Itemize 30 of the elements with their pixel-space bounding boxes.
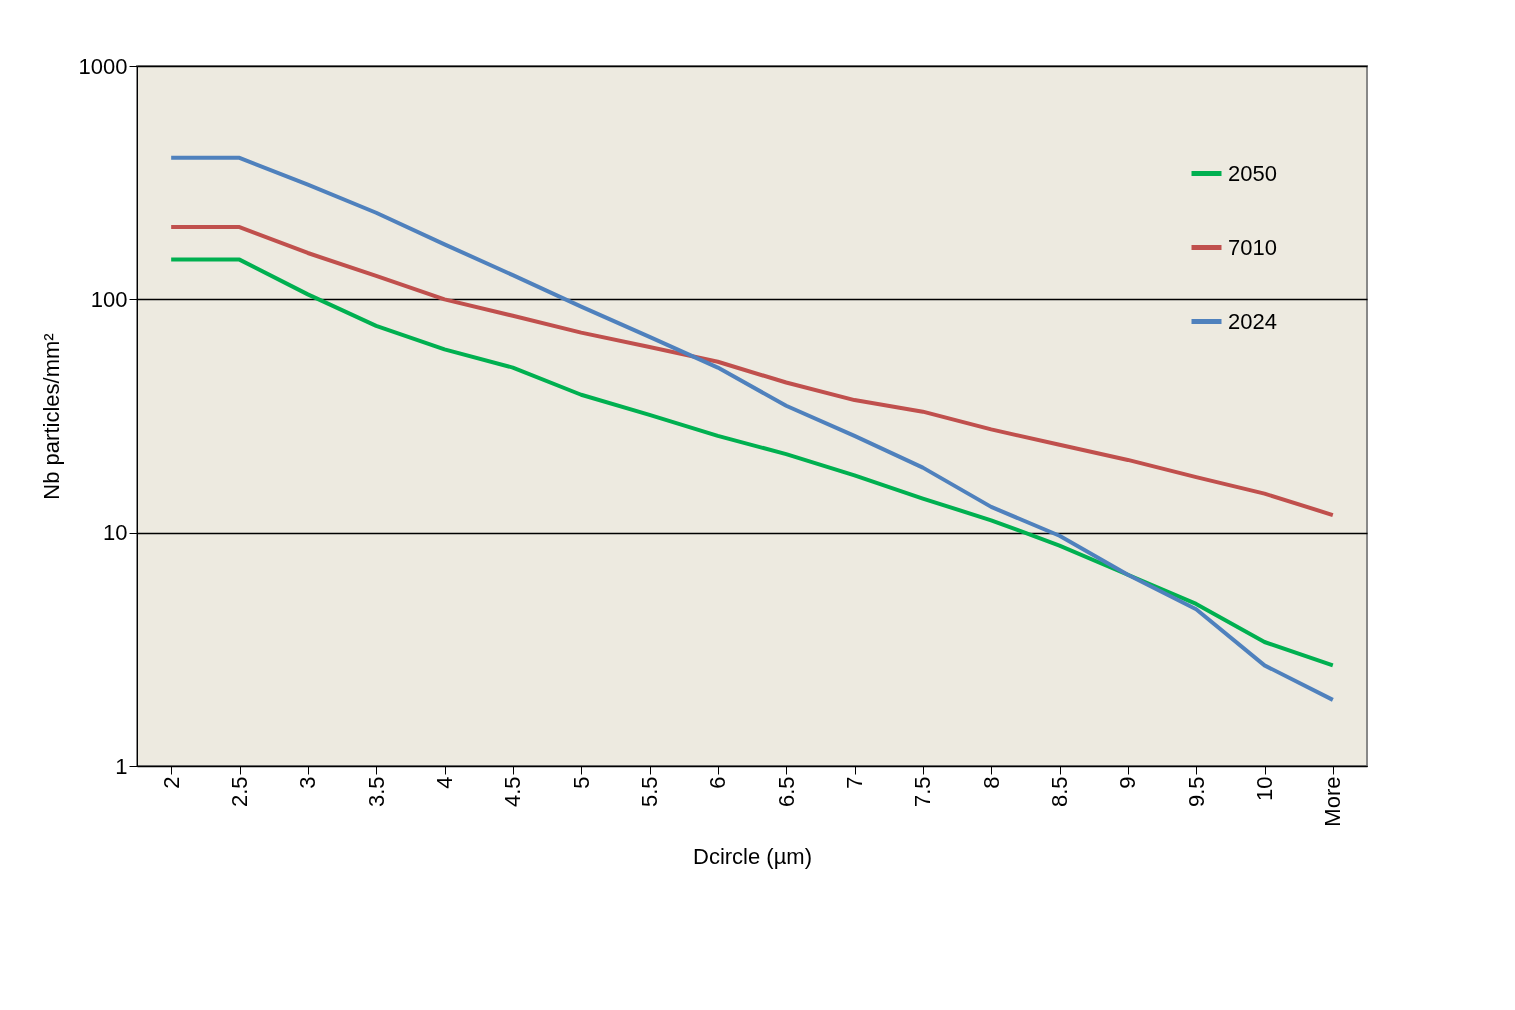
y-tick-label: 10: [103, 520, 128, 546]
x-tick-label: 5: [568, 776, 594, 789]
x-tick-label: 6.5: [773, 776, 799, 808]
legend-label: 2024: [1228, 308, 1277, 334]
x-tick-label: 9: [1115, 776, 1141, 789]
x-tick-label: 4: [432, 776, 457, 789]
x-tick-label: More: [1320, 776, 1346, 827]
x-tick-label: 10: [1252, 776, 1277, 801]
y-tick-label: 1: [115, 753, 128, 779]
x-tick-label: 7: [842, 776, 867, 789]
y-tick-label: 100: [90, 286, 128, 312]
line-series: [169, 225, 1335, 518]
x-tick-label: 8.5: [1047, 776, 1072, 808]
line-series: [169, 155, 1335, 702]
x-tick-label: 3: [295, 776, 321, 789]
y-tick-label: 1000: [78, 53, 128, 79]
x-tick-label: 5.5: [637, 776, 662, 808]
x-tick-label: 3.5: [363, 776, 389, 808]
x-tick-label: 2: [158, 776, 184, 789]
x-tick-label: 9.5: [1183, 776, 1209, 808]
x-tick-label: 2.5: [227, 776, 252, 808]
y-axis-title: Nb particles/mm²: [38, 333, 64, 500]
x-tick-label: 8: [978, 776, 1004, 789]
x-tick-label: 7.5: [910, 776, 936, 808]
line-series: [169, 257, 1335, 668]
legend-label: 2050: [1228, 160, 1277, 186]
x-axis-title: Dcircle (µm): [693, 843, 812, 869]
x-tick-label: 6: [705, 776, 731, 789]
x-tick-label: 4.5: [500, 776, 526, 808]
legend-label: 7010: [1228, 234, 1277, 260]
